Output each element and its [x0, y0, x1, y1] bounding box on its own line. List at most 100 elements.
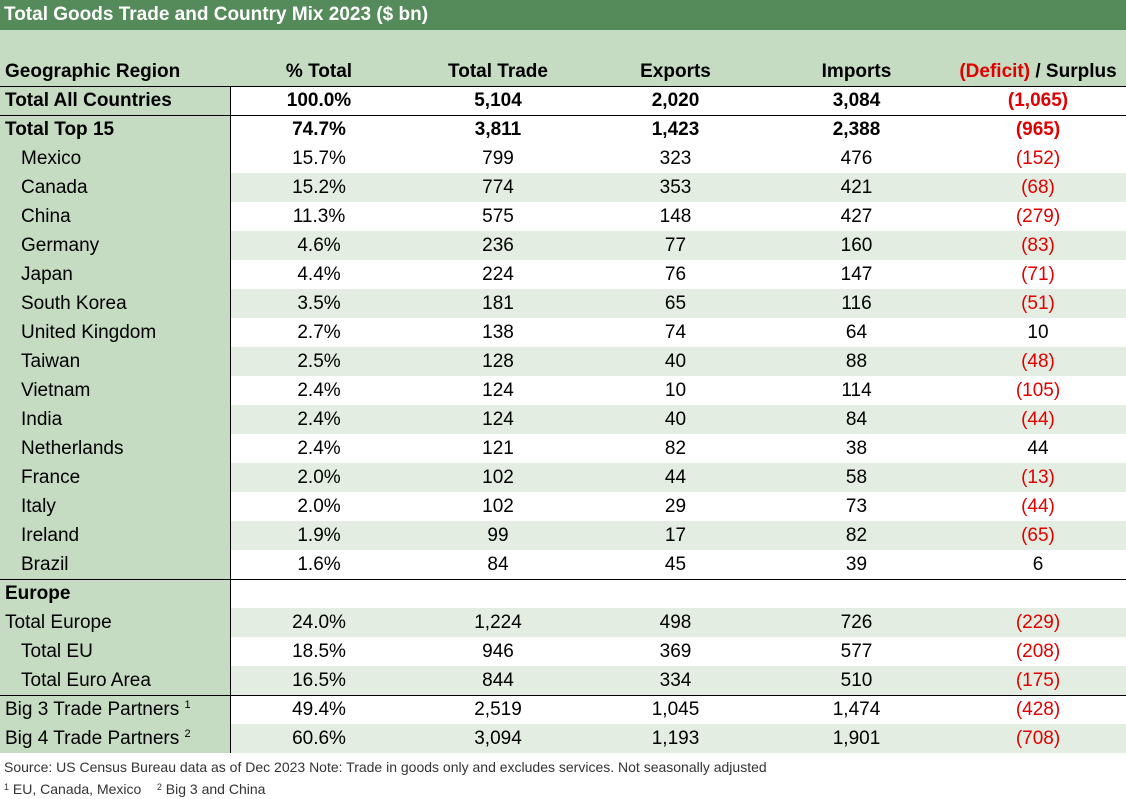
balance-cell: (175): [1015, 670, 1061, 691]
region-name-text: Total Top 15: [5, 119, 115, 140]
footnote-mark: 1: [184, 699, 191, 711]
exports-cell: 1,423: [651, 119, 700, 140]
region-name: Netherlands: [0, 434, 230, 463]
row-divider: [0, 579, 1126, 580]
region-name: Europe: [0, 579, 230, 608]
table-row: China 11.3% 575 148 427 (279): [0, 202, 1126, 231]
exports-cell: 77: [664, 235, 687, 256]
pct-cell: [230, 579, 408, 608]
region-name: Canada: [0, 173, 230, 202]
imports-cell: 421: [840, 177, 873, 198]
total-trade-cell: 84: [487, 554, 509, 575]
total-trade-cell: [408, 579, 588, 608]
balance-cell: (965): [1015, 119, 1061, 140]
region-name: Taiwan: [0, 347, 230, 376]
imports-cell: 116: [841, 293, 872, 314]
footnote-mark: 2: [184, 728, 191, 740]
balance-cell: (13): [1021, 467, 1055, 488]
table-title: Total Goods Trade and Country Mix 2023 (…: [0, 0, 1126, 30]
imports-cell: 160: [840, 235, 873, 256]
balance-cell: (229): [1015, 612, 1061, 633]
table-row: Brazil 1.6% 84 45 39 6: [0, 550, 1126, 579]
table-row: India 2.4% 124 40 84 (44): [0, 405, 1126, 434]
exports-cell: 148: [659, 206, 692, 227]
footnote-2: Big 3 and China: [165, 781, 266, 797]
total-trade-cell: 224: [482, 264, 514, 285]
exports-cell: 369: [659, 641, 692, 662]
region-name-text: Netherlands: [21, 438, 124, 459]
balance-cell: (1,065): [1007, 90, 1069, 111]
balance-cell: (208): [1015, 641, 1061, 662]
imports-cell: 38: [845, 438, 868, 459]
exports-cell: 353: [659, 177, 692, 198]
pct-cell: 11.3%: [292, 206, 346, 227]
footnote-1-mark: 1: [4, 782, 10, 792]
exports-cell: 40: [664, 409, 687, 430]
table-row: Total All Countries 100.0% 5,104 2,020 3,084…: [0, 86, 1126, 115]
imports-cell: 82: [845, 525, 868, 546]
table-row: Netherlands 2.4% 121 82 38 44: [0, 434, 1126, 463]
balance-cell: (83): [1021, 235, 1055, 256]
table-row: Total EU 18.5% 946 369 577 (208): [0, 637, 1126, 666]
header-exports: Exports: [640, 61, 711, 82]
exports-cell: 498: [659, 612, 692, 633]
table-row: Germany 4.6% 236 77 160 (83): [0, 231, 1126, 260]
pct-cell: 1.6%: [297, 554, 341, 575]
table-row: Europe: [0, 579, 1126, 608]
pct-cell: 15.2%: [292, 177, 346, 198]
imports-cell: [763, 579, 950, 608]
exports-cell: 76: [664, 264, 687, 285]
exports-cell: 323: [659, 148, 692, 169]
imports-cell: 726: [840, 612, 873, 633]
exports-cell: 82: [664, 438, 687, 459]
exports-cell: 334: [659, 670, 692, 691]
exports-cell: 74: [664, 322, 687, 343]
table-row: Mexico 15.7% 799 323 476 (152): [0, 144, 1126, 173]
region-name-text: Japan: [21, 264, 73, 285]
region-name-text: Total EU: [21, 641, 93, 662]
table-row: United Kingdom 2.7% 138 74 64 10: [0, 318, 1126, 347]
region-name: Total Top 15: [0, 115, 230, 144]
pct-cell: 2.4%: [297, 380, 341, 401]
row-divider: [0, 115, 1126, 116]
balance-cell: 6: [1032, 554, 1044, 575]
region-name-text: Big 4 Trade Partners: [5, 728, 180, 749]
imports-cell: 510: [840, 670, 873, 691]
pct-cell: 2.5%: [297, 351, 341, 372]
balance-cell: (428): [1015, 699, 1061, 720]
total-trade-cell: 99: [487, 525, 509, 546]
header-balance: (Deficit) / Surplus: [950, 60, 1126, 84]
table-row: Total Europe 24.0% 1,224 498 726 (229): [0, 608, 1126, 637]
table-row: Big 3 Trade Partners 1 49.4% 2,519 1,045 1,4…: [0, 695, 1126, 724]
pct-cell: 2.4%: [297, 438, 341, 459]
imports-cell: 64: [845, 322, 868, 343]
region-name-text: Total All Countries: [5, 90, 172, 111]
region-name-text: France: [21, 467, 81, 488]
imports-cell: 2,388: [832, 119, 881, 140]
total-trade-cell: 5,104: [474, 90, 522, 111]
pct-cell: 4.4%: [297, 264, 341, 285]
region-name: South Korea: [0, 289, 230, 318]
region-name: Total Euro Area: [0, 666, 230, 695]
region-name: Total EU: [0, 637, 230, 666]
region-name-text: Europe: [5, 583, 71, 604]
table-row: France 2.0% 102 44 58 (13): [0, 463, 1126, 492]
region-name: United Kingdom: [0, 318, 230, 347]
table-row: Big 4 Trade Partners 2 60.6% 3,094 1,193 1,9…: [0, 724, 1126, 753]
total-trade-cell: 1,224: [474, 612, 522, 633]
balance-cell: (68): [1021, 177, 1055, 198]
header-pct-total: % Total: [285, 61, 353, 82]
total-trade-cell: 102: [482, 467, 514, 488]
table-row: Total Euro Area 16.5% 844 334 510 (175): [0, 666, 1126, 695]
table-row: Canada 15.2% 774 353 421 (68): [0, 173, 1126, 202]
footnote-1: EU, Canada, Mexico: [12, 781, 142, 797]
balance-cell: (708): [1015, 728, 1061, 749]
balance-cell: 44: [1027, 438, 1049, 459]
total-trade-cell: 181: [482, 293, 514, 314]
footnotes: 1 EU, Canada, Mexico 2 Big 3 and China: [4, 780, 265, 798]
exports-cell: 1,045: [651, 699, 700, 720]
region-name: Ireland: [0, 521, 230, 550]
imports-cell: 58: [845, 467, 868, 488]
region-name: France: [0, 463, 230, 492]
region-name-text: Vietnam: [21, 380, 91, 401]
